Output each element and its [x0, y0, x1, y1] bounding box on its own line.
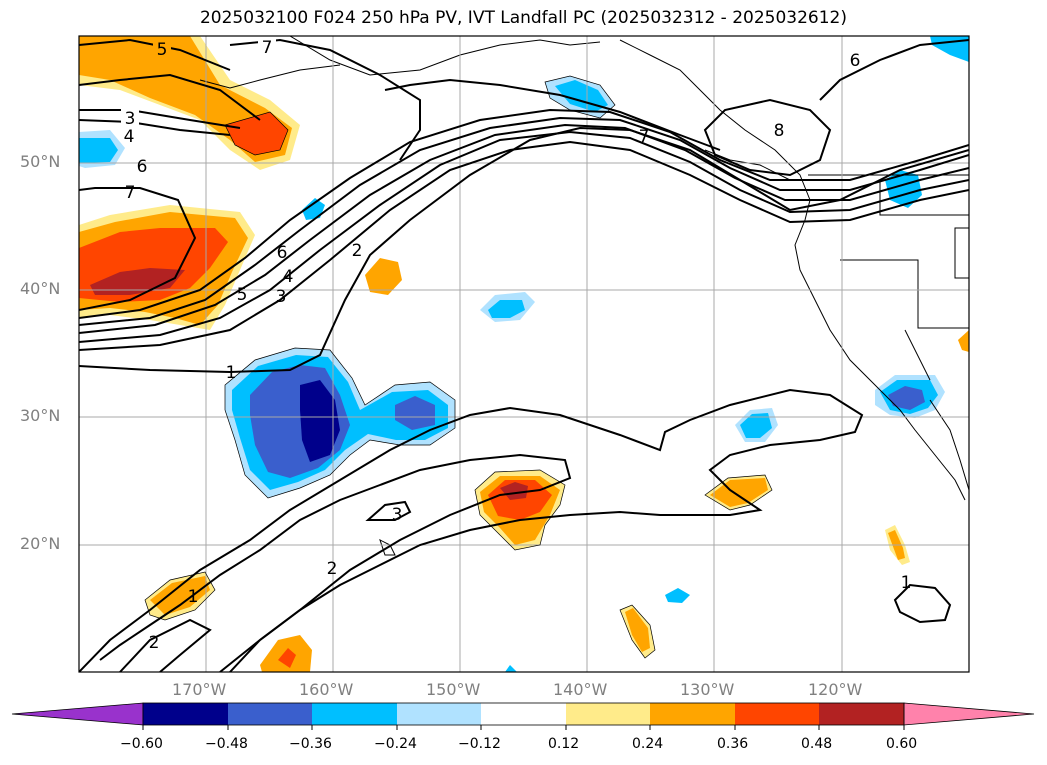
colorbar-bin — [566, 703, 650, 725]
colorbar — [11, 702, 1035, 730]
colorbar-bin — [312, 703, 397, 725]
contour-label: 1 — [226, 363, 237, 383]
contour-label: 2 — [149, 633, 160, 653]
colorbar-tick-label: 0.12 — [548, 736, 580, 752]
colorbar-tick-label: −0.24 — [374, 736, 417, 752]
colorbar-tick-label: 0.60 — [886, 736, 918, 752]
contour-label: 5 — [157, 40, 168, 60]
lat-label: 30°N — [20, 406, 61, 425]
colorbar-tick-label: −0.12 — [458, 736, 501, 752]
colorbar-tick-label: 0.24 — [632, 736, 664, 752]
contour-label-group: 7 5 3 4 6 7 6 5 4 3 2 1 7 8 6 3 2 1 2 1 — [121, 36, 911, 653]
contour-label: 6 — [277, 243, 288, 263]
colorbar-tick-label: −0.60 — [120, 736, 163, 752]
contour-label: 1 — [188, 587, 199, 607]
colorbar-bin — [143, 703, 228, 725]
contour-label: 7 — [125, 183, 136, 203]
contour-label: 3 — [125, 109, 136, 129]
colorbar-bin — [397, 703, 481, 725]
colorbar-tick-label: 0.48 — [801, 736, 833, 752]
colorbar-bin — [735, 703, 819, 725]
colorbar-bin — [228, 703, 312, 725]
map-area: 7 5 3 4 6 7 6 5 4 3 2 1 7 8 6 3 2 1 2 1 — [79, 36, 969, 672]
contour-label: 3 — [276, 287, 287, 307]
lat-label: 20°N — [20, 534, 61, 553]
contour-label: 3 — [392, 505, 403, 525]
colorbar-tick-label: −0.36 — [289, 736, 332, 752]
map-frame — [78, 35, 970, 673]
colorbar-bin — [481, 703, 566, 725]
contour-label: 5 — [237, 285, 248, 305]
lon-label: 140°W — [553, 680, 608, 699]
contour-label: 2 — [352, 241, 363, 261]
contour-label: 6 — [850, 51, 861, 71]
lon-label: 170°W — [172, 680, 227, 699]
colorbar-bin — [819, 703, 904, 725]
contour-label: 4 — [124, 127, 135, 147]
colorbar-over-arrow — [903, 702, 1035, 726]
contour-label: 7 — [262, 38, 273, 58]
colorbar-bin — [650, 703, 735, 725]
lat-label: 50°N — [20, 152, 61, 171]
colorbar-tick-label: 0.36 — [717, 736, 749, 752]
colorbar-tick-label: −0.48 — [205, 736, 248, 752]
contour-label: 7 — [639, 127, 650, 147]
contour-lines — [79, 38, 969, 672]
lon-label: 150°W — [426, 680, 481, 699]
contour-label: 4 — [283, 267, 294, 287]
map-title: 2025032100 F024 250 hPa PV, IVT Landfall… — [199, 8, 847, 28]
contour-label: 8 — [774, 121, 785, 141]
contour-label: 6 — [137, 157, 148, 177]
shading-outlines — [144, 75, 773, 659]
colorbar-under-arrow — [11, 702, 144, 726]
lon-label: 160°W — [299, 680, 354, 699]
negative-shading — [79, 36, 969, 672]
lat-label: 40°N — [20, 279, 61, 298]
contour-label: 2 — [327, 559, 338, 579]
lon-label: 120°W — [808, 680, 863, 699]
lon-label: 130°W — [680, 680, 735, 699]
contour-label: 1 — [901, 573, 912, 593]
